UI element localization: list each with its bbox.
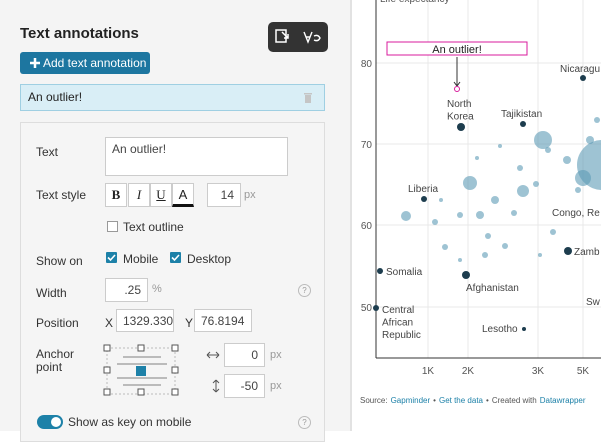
toggle[interactable] (37, 415, 63, 429)
plot: Life expectancy An outlier! Nicaragu North K… (373, 0, 601, 359)
bold-button[interactable]: B (105, 183, 127, 207)
field-label: point (36, 360, 63, 374)
icons (275, 29, 321, 44)
dy-input[interactable]: -50 (224, 374, 265, 398)
dx-input[interactable]: 0 (224, 343, 265, 367)
source-text: Source: (360, 396, 388, 405)
underline-button[interactable]: U (150, 183, 172, 207)
annotation-item-label: An outlier! (28, 90, 83, 104)
italic-button[interactable]: I (128, 183, 150, 207)
x-tick-label: 1K (422, 366, 435, 377)
sidebar: Text annotations Add text annotation An … (0, 0, 350, 442)
y-tick-label: 80 (361, 59, 373, 70)
y-tick-label: 60 (361, 221, 373, 232)
checkbox-label: Mobile (123, 252, 159, 266)
unit: px (244, 189, 256, 201)
source-line: Source: Gapminder • Get the data • Created wi… (360, 396, 586, 405)
source-text: • (433, 396, 436, 405)
axis-title: Life expectancy (380, 0, 450, 5)
offset-icons (206, 351, 220, 393)
checkbox-label: Desktop (187, 252, 232, 266)
point-label: Sw (586, 297, 601, 308)
plus-icon (30, 58, 40, 68)
bubbles (401, 117, 601, 262)
checkbox[interactable] (107, 221, 118, 232)
annotation-anchor (454, 86, 460, 92)
axis-label: X (105, 316, 114, 330)
panel-title: Text annotations (20, 25, 139, 42)
add-annotation-button[interactable]: Add text annotation (20, 52, 150, 74)
x-input[interactable]: 1329.330 (116, 309, 174, 332)
annotation-box[interactable] (386, 41, 528, 56)
point-label: Somalia (386, 267, 423, 278)
x-tick-label: 3K (532, 366, 545, 377)
font-size-input[interactable]: 14 (207, 183, 241, 207)
help-icon[interactable]: ? (298, 416, 311, 429)
source-link[interactable]: Gapminder (391, 396, 431, 405)
point-label: Korea (447, 112, 474, 123)
highlighted-points (373, 75, 586, 331)
field-label: Position (36, 316, 79, 330)
source-link[interactable]: Get the data (439, 396, 484, 405)
source-text: Created with (492, 396, 537, 405)
point-label: Lesotho (482, 324, 518, 335)
unit: px (270, 380, 282, 392)
divider (350, 0, 352, 431)
y-tick-label: 70 (361, 140, 373, 151)
unit: % (152, 283, 162, 295)
point-label: Liberia (408, 184, 438, 195)
point-label: Afghanistan (466, 283, 519, 294)
text-input[interactable]: An outlier! (105, 137, 288, 176)
y-input[interactable]: 76.8194 (194, 309, 252, 332)
annotation-arrow (453, 57, 461, 87)
field-label: Show on (36, 254, 83, 268)
y-tick-label: 50 (361, 303, 373, 314)
point-label: North (447, 99, 471, 110)
width-input[interactable]: .25 (105, 278, 148, 302)
point-label: Nicaragu (560, 64, 600, 75)
trash-icon[interactable] (304, 93, 312, 103)
axis-label: Y (185, 316, 194, 330)
field-label: Text style (36, 188, 87, 202)
checkbox-label: Text outline (123, 220, 184, 234)
source-text: • (486, 396, 489, 405)
point-label: Zamb (574, 247, 600, 258)
field-label: Anchor (36, 347, 75, 361)
checkbox-checked[interactable] (106, 252, 117, 263)
chart-preview: Life expectancy An outlier! Nicaragu North K… (360, 0, 601, 405)
color-button[interactable]: A (172, 183, 194, 207)
source-link[interactable]: Datawrapper (540, 396, 586, 405)
field-label: Width (36, 286, 67, 300)
unit: px (270, 349, 282, 361)
toggle-label: Show as key on mobile (68, 415, 192, 429)
x-tick-label: 5K (577, 366, 590, 377)
point-label: Congo, Re (552, 208, 600, 219)
point-label: Republic (382, 330, 421, 341)
help-icon[interactable]: ? (298, 284, 311, 297)
point-label: Central (382, 305, 414, 316)
point-label: African (382, 318, 413, 329)
annotation-item[interactable]: An outlier! (20, 84, 325, 111)
point-label: Tajikistan (501, 109, 542, 120)
button-label: Add text annotation (43, 56, 147, 70)
icon-buttons[interactable] (268, 22, 328, 52)
anchor-grid[interactable] (103, 344, 181, 400)
field-label: Text (36, 145, 59, 159)
annotation-text: An outlier! (432, 44, 482, 56)
checkbox-checked[interactable] (170, 252, 181, 263)
x-tick-label: 2K (462, 366, 475, 377)
